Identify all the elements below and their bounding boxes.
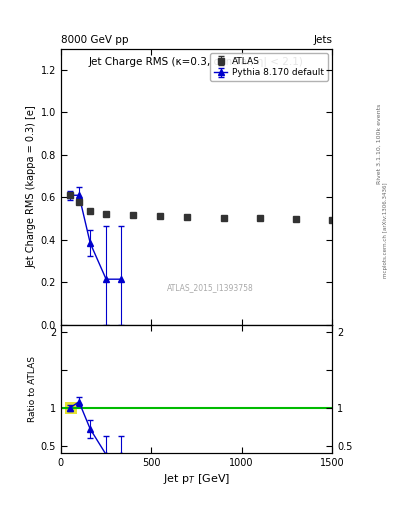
Text: Jets: Jets	[313, 35, 332, 45]
Text: mcplots.cern.ch [arXiv:1306.3436]: mcplots.cern.ch [arXiv:1306.3436]	[383, 183, 387, 278]
Bar	[65, 402, 77, 414]
Legend: ATLAS, Pythia 8.170 default: ATLAS, Pythia 8.170 default	[210, 53, 328, 81]
X-axis label: Jet p$_{T}$ [GeV]: Jet p$_{T}$ [GeV]	[163, 472, 230, 486]
Text: 8000 GeV pp: 8000 GeV pp	[61, 35, 129, 45]
Text: Jet Charge RMS (κ=0.3, central, η| < 2.1): Jet Charge RMS (κ=0.3, central, η| < 2.1…	[89, 57, 304, 68]
Text: ATLAS_2015_I1393758: ATLAS_2015_I1393758	[167, 283, 253, 292]
Y-axis label: Ratio to ATLAS: Ratio to ATLAS	[28, 356, 37, 422]
Text: Rivet 3.1.10, 100k events: Rivet 3.1.10, 100k events	[377, 103, 382, 183]
Y-axis label: Jet Charge RMS (kappa = 0.3) [e]: Jet Charge RMS (kappa = 0.3) [e]	[26, 105, 37, 268]
